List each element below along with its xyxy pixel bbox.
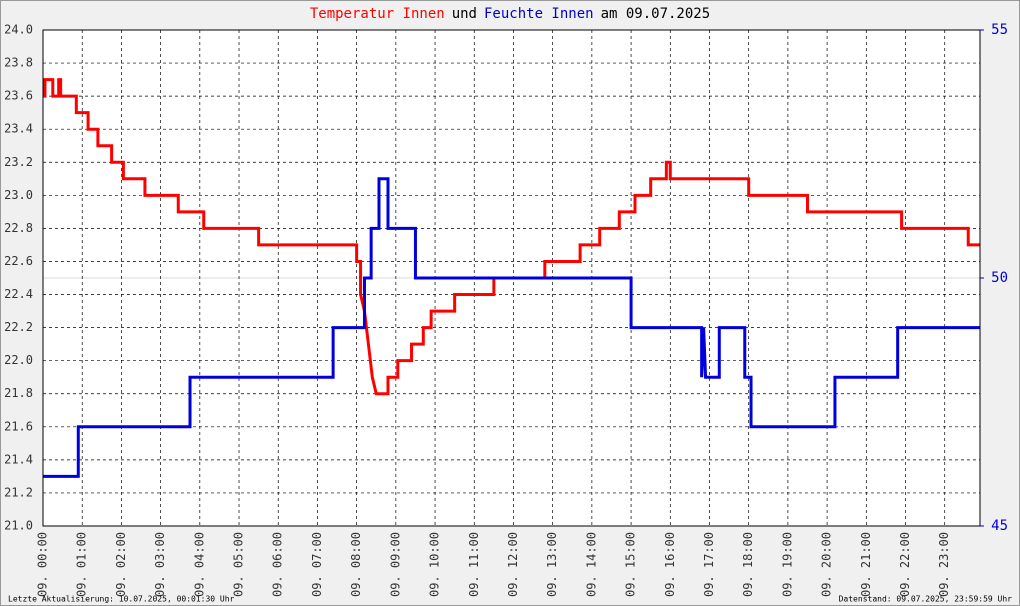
x-tick-label: 09. 22:00 <box>898 532 912 597</box>
series-line <box>43 177 980 478</box>
x-tick-label: 09. 09:00 <box>388 532 402 597</box>
y2-tick-label: 55 <box>991 22 1008 38</box>
x-tick-label: 09. 04:00 <box>192 532 206 597</box>
x-tick-label: 09. 19:00 <box>780 532 794 597</box>
title-part: Feuchte Innen <box>484 6 594 22</box>
x-tick-label: 09. 23:00 <box>937 532 951 597</box>
x-tick-label: 09. 13:00 <box>545 532 559 597</box>
y-tick-label: 22.8 <box>4 221 33 235</box>
y-tick-label: 22.2 <box>4 320 33 334</box>
y-tick-label: 21.0 <box>4 519 33 533</box>
footer-right: Datenstand: 09.07.2025, 23:59:59 Uhr <box>839 595 1013 604</box>
x-tick-label: 09. 03:00 <box>153 532 167 597</box>
y-tick-label: 22.4 <box>4 287 33 301</box>
x-tick-label: 09. 10:00 <box>428 532 442 597</box>
y-tick-label: 24.0 <box>4 23 33 37</box>
title-part: und <box>452 6 477 22</box>
y-tick-label: 23.4 <box>4 122 33 136</box>
y-tick-label: 23.0 <box>4 188 33 202</box>
x-tick-label: 09. 06:00 <box>271 532 285 597</box>
series-line <box>43 78 980 396</box>
title-part: Temperatur Innen <box>310 6 445 22</box>
x-tick-label: 09. 08:00 <box>349 532 363 597</box>
x-tick-label: 09. 00:00 <box>36 532 50 597</box>
x-tick-label: 09. 21:00 <box>859 532 873 597</box>
x-tick-label: 09. 01:00 <box>75 532 89 597</box>
y2-tick-label: 50 <box>991 270 1008 286</box>
y-tick-label: 21.2 <box>4 485 33 499</box>
y-tick-label: 21.4 <box>4 452 33 466</box>
y-tick-label: 23.6 <box>4 89 33 103</box>
title-part: am 09.07.2025 <box>601 6 711 22</box>
x-tick-label: 09. 12:00 <box>506 532 520 597</box>
x-tick-label: 09. 07:00 <box>310 532 324 597</box>
x-tick-label: 09. 17:00 <box>702 532 716 597</box>
y-tick-label: 21.8 <box>4 386 33 400</box>
y-tick-label: 23.8 <box>4 56 33 70</box>
y-tick-label: 23.2 <box>4 155 33 169</box>
x-tick-label: 09. 15:00 <box>624 532 638 597</box>
plot-border <box>42 29 981 527</box>
x-tick-label: 09. 16:00 <box>663 532 677 597</box>
y2-tick-label: 45 <box>991 518 1008 534</box>
x-tick-label: 09. 11:00 <box>467 532 481 597</box>
x-tick-label: 09. 18:00 <box>741 532 755 597</box>
x-tick-label: 09. 14:00 <box>584 532 598 597</box>
x-tick-label: 09. 05:00 <box>232 532 246 597</box>
y-tick-label: 21.6 <box>4 419 33 433</box>
y-tick-label: 22.6 <box>4 254 33 268</box>
footer-left: Letzte Aktualisierung: 10.07.2025, 00:01… <box>8 595 235 604</box>
chart-title: Temperatur Innen und Feuchte Innen am 09.07… <box>310 6 710 22</box>
y-tick-label: 22.0 <box>4 353 33 367</box>
x-tick-label: 09. 02:00 <box>114 532 128 597</box>
x-tick-label: 09. 20:00 <box>820 532 834 597</box>
